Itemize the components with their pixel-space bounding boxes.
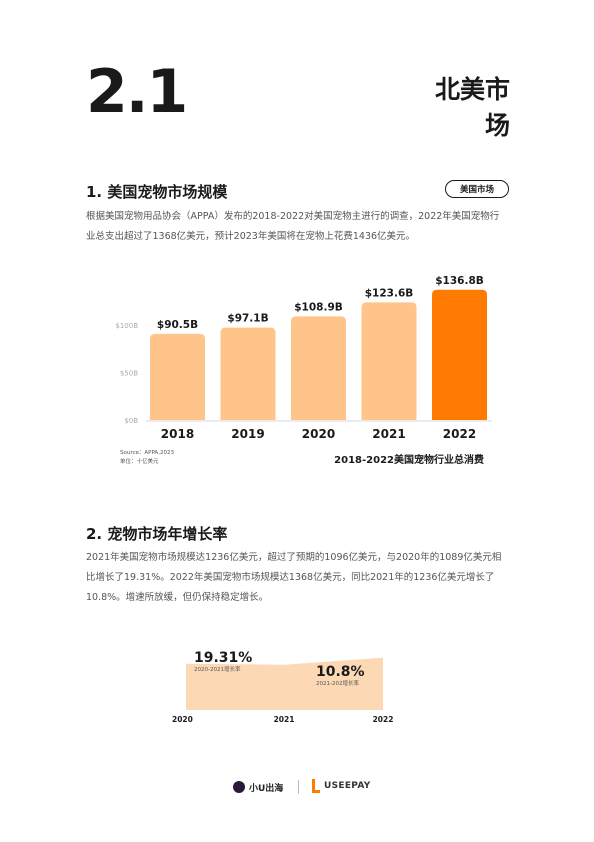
xiaou-logo-icon bbox=[233, 781, 245, 793]
bar-value-label: $90.5B bbox=[157, 319, 198, 331]
bar-value-label: $123.6B bbox=[365, 287, 414, 299]
growth-rate-sublabel: 2021-202增长率 bbox=[316, 679, 359, 687]
growth-area-chart: 19.31%2020-2021增长率 10.8%2021-202增长率 2020 20… bbox=[172, 650, 394, 724]
bar-value-label: $136.8B bbox=[435, 275, 484, 287]
unit-note: 单位：十亿美元 bbox=[120, 457, 159, 465]
section-2-paragraph: 2021年美国宠物市场规模达1236亿美元，超过了预期的1096亿美元，与202… bbox=[86, 552, 502, 603]
x-tick-label: 2022 bbox=[373, 715, 394, 724]
bar-2019 bbox=[220, 327, 276, 420]
useepay-logo-icon bbox=[312, 779, 320, 793]
section-1-heading: 1. 美国宠物市场规模 bbox=[86, 183, 228, 201]
category-label: 2021 bbox=[372, 427, 405, 441]
bar-2022 bbox=[432, 289, 487, 420]
y-tick-label: $50B bbox=[120, 369, 138, 377]
bar-2020 bbox=[291, 316, 346, 420]
category-label: 2020 bbox=[302, 427, 335, 441]
chart-title: 2018-2022美国宠物行业总消费 bbox=[334, 453, 484, 466]
section-2-heading: 2. 宠物市场年增长率 bbox=[86, 525, 228, 543]
xiaou-logo-text: 小U出海 bbox=[249, 784, 284, 794]
section-1-paragraph: 根据美国宠物用品协会（APPA）发布的2018-2022对美国宠物主进行的调查，… bbox=[86, 211, 500, 242]
y-tick-label: $100B bbox=[115, 322, 138, 330]
growth-area bbox=[186, 657, 383, 710]
growth-rate-label: 10.8% bbox=[316, 664, 365, 680]
consumption-bar-chart: $0B $50B $100B $90.5B 2018 $97.1B 2019 $108.9B 2… bbox=[115, 275, 492, 466]
growth-rate-sublabel: 2020-2021增长率 bbox=[194, 665, 241, 673]
growth-rate-label: 19.31% bbox=[194, 650, 252, 666]
y-tick-label: $0B bbox=[124, 417, 138, 425]
bar-value-label: $108.9B bbox=[294, 301, 343, 313]
source-note: Source：APPA,2023 bbox=[120, 450, 174, 456]
bar-value-label: $97.1B bbox=[227, 313, 268, 325]
category-label: 2018 bbox=[161, 427, 194, 441]
section-number: 2.1 bbox=[86, 57, 188, 127]
market-tag: 美国市场 bbox=[445, 180, 509, 198]
useepay-logo-text: USEEPAY bbox=[324, 781, 371, 791]
section-title: 北美市场 bbox=[434, 75, 510, 140]
x-tick-label: 2021 bbox=[274, 715, 295, 724]
footer-divider bbox=[298, 780, 299, 794]
bar-2021 bbox=[361, 302, 417, 420]
footer: 小U出海 USEEPAY bbox=[0, 778, 594, 798]
category-label: 2022 bbox=[443, 427, 476, 441]
bar-2018 bbox=[150, 333, 205, 420]
category-label: 2019 bbox=[231, 427, 264, 441]
x-tick-label: 2020 bbox=[172, 715, 193, 724]
